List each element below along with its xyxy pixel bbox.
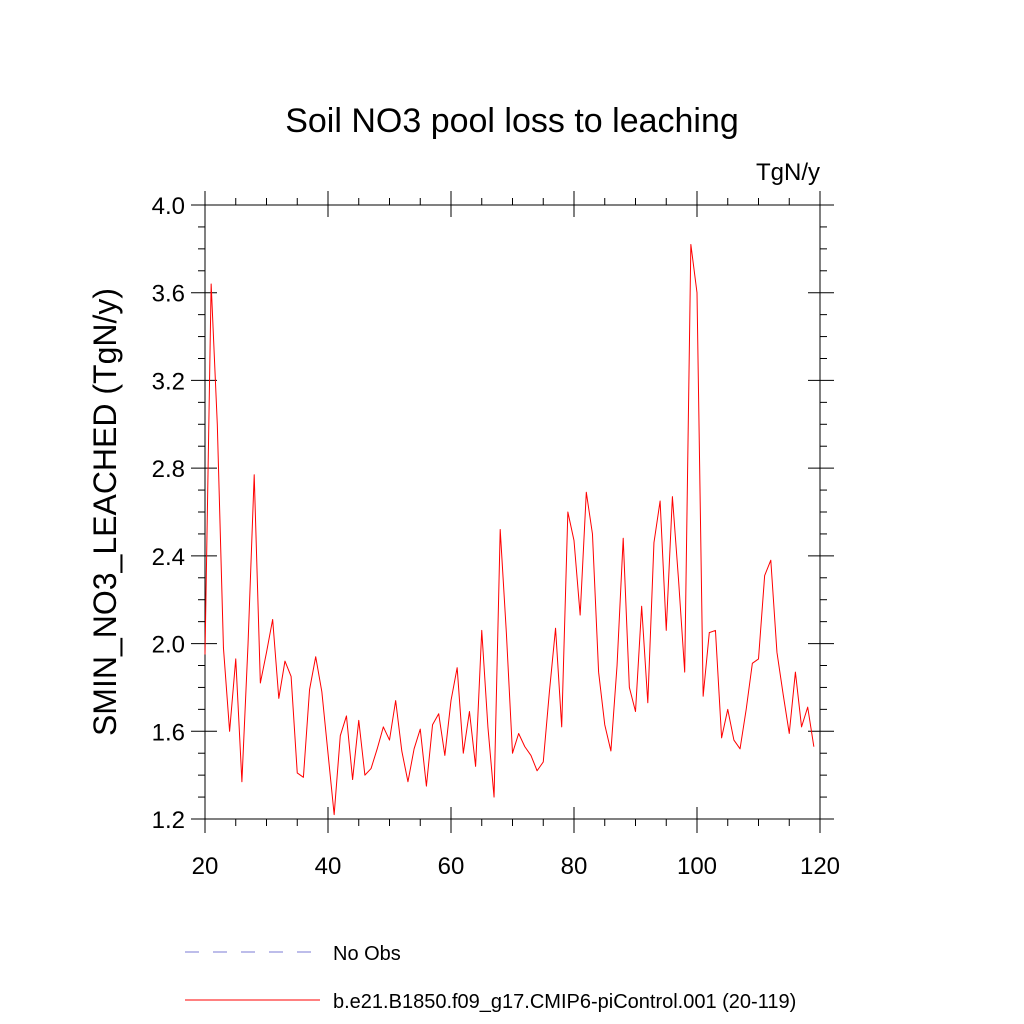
- legend-label-no-obs: No Obs: [333, 943, 401, 965]
- y-tick-label: 1.6: [152, 719, 185, 746]
- legend: No Obs b.e21.B1850.f09_g17.CMIP6-piContr…: [185, 943, 796, 1013]
- y-tick-label: 2.0: [152, 632, 185, 659]
- x-tick-label: 100: [677, 853, 717, 880]
- y-axis-label: SMIN_NO3_LEACHED (TgN/y): [87, 288, 123, 736]
- axis-tick-labels: 20 40 60 80 100 120 1.2 1.6 2.0 2.4 2.8 3.2 3.6 4.0: [152, 193, 840, 880]
- x-tick-label: 60: [438, 853, 465, 880]
- series-layer: [204, 243, 815, 816]
- legend-label-model: b.e21.B1850.f09_g17.CMIP6-piControl.001 …: [333, 991, 796, 1013]
- y-tick-label: 4.0: [152, 193, 185, 220]
- plot-frame: [204, 204, 821, 820]
- x-tick-label: 80: [561, 853, 588, 880]
- x-tick-label: 120: [800, 853, 840, 880]
- axis-ticks: [191, 191, 834, 833]
- y-tick-label: 2.4: [152, 544, 185, 571]
- y-tick-label: 1.2: [152, 807, 185, 834]
- y-tick-label: 3.6: [152, 281, 185, 308]
- units-label: TgN/y: [756, 159, 820, 186]
- y-tick-label: 3.2: [152, 368, 185, 395]
- chart-title: Soil NO3 pool loss to leaching: [285, 102, 739, 140]
- x-tick-label: 20: [192, 853, 219, 880]
- y-tick-label: 2.8: [152, 456, 185, 483]
- x-tick-label: 40: [315, 853, 342, 880]
- series-line-1: [204, 243, 815, 816]
